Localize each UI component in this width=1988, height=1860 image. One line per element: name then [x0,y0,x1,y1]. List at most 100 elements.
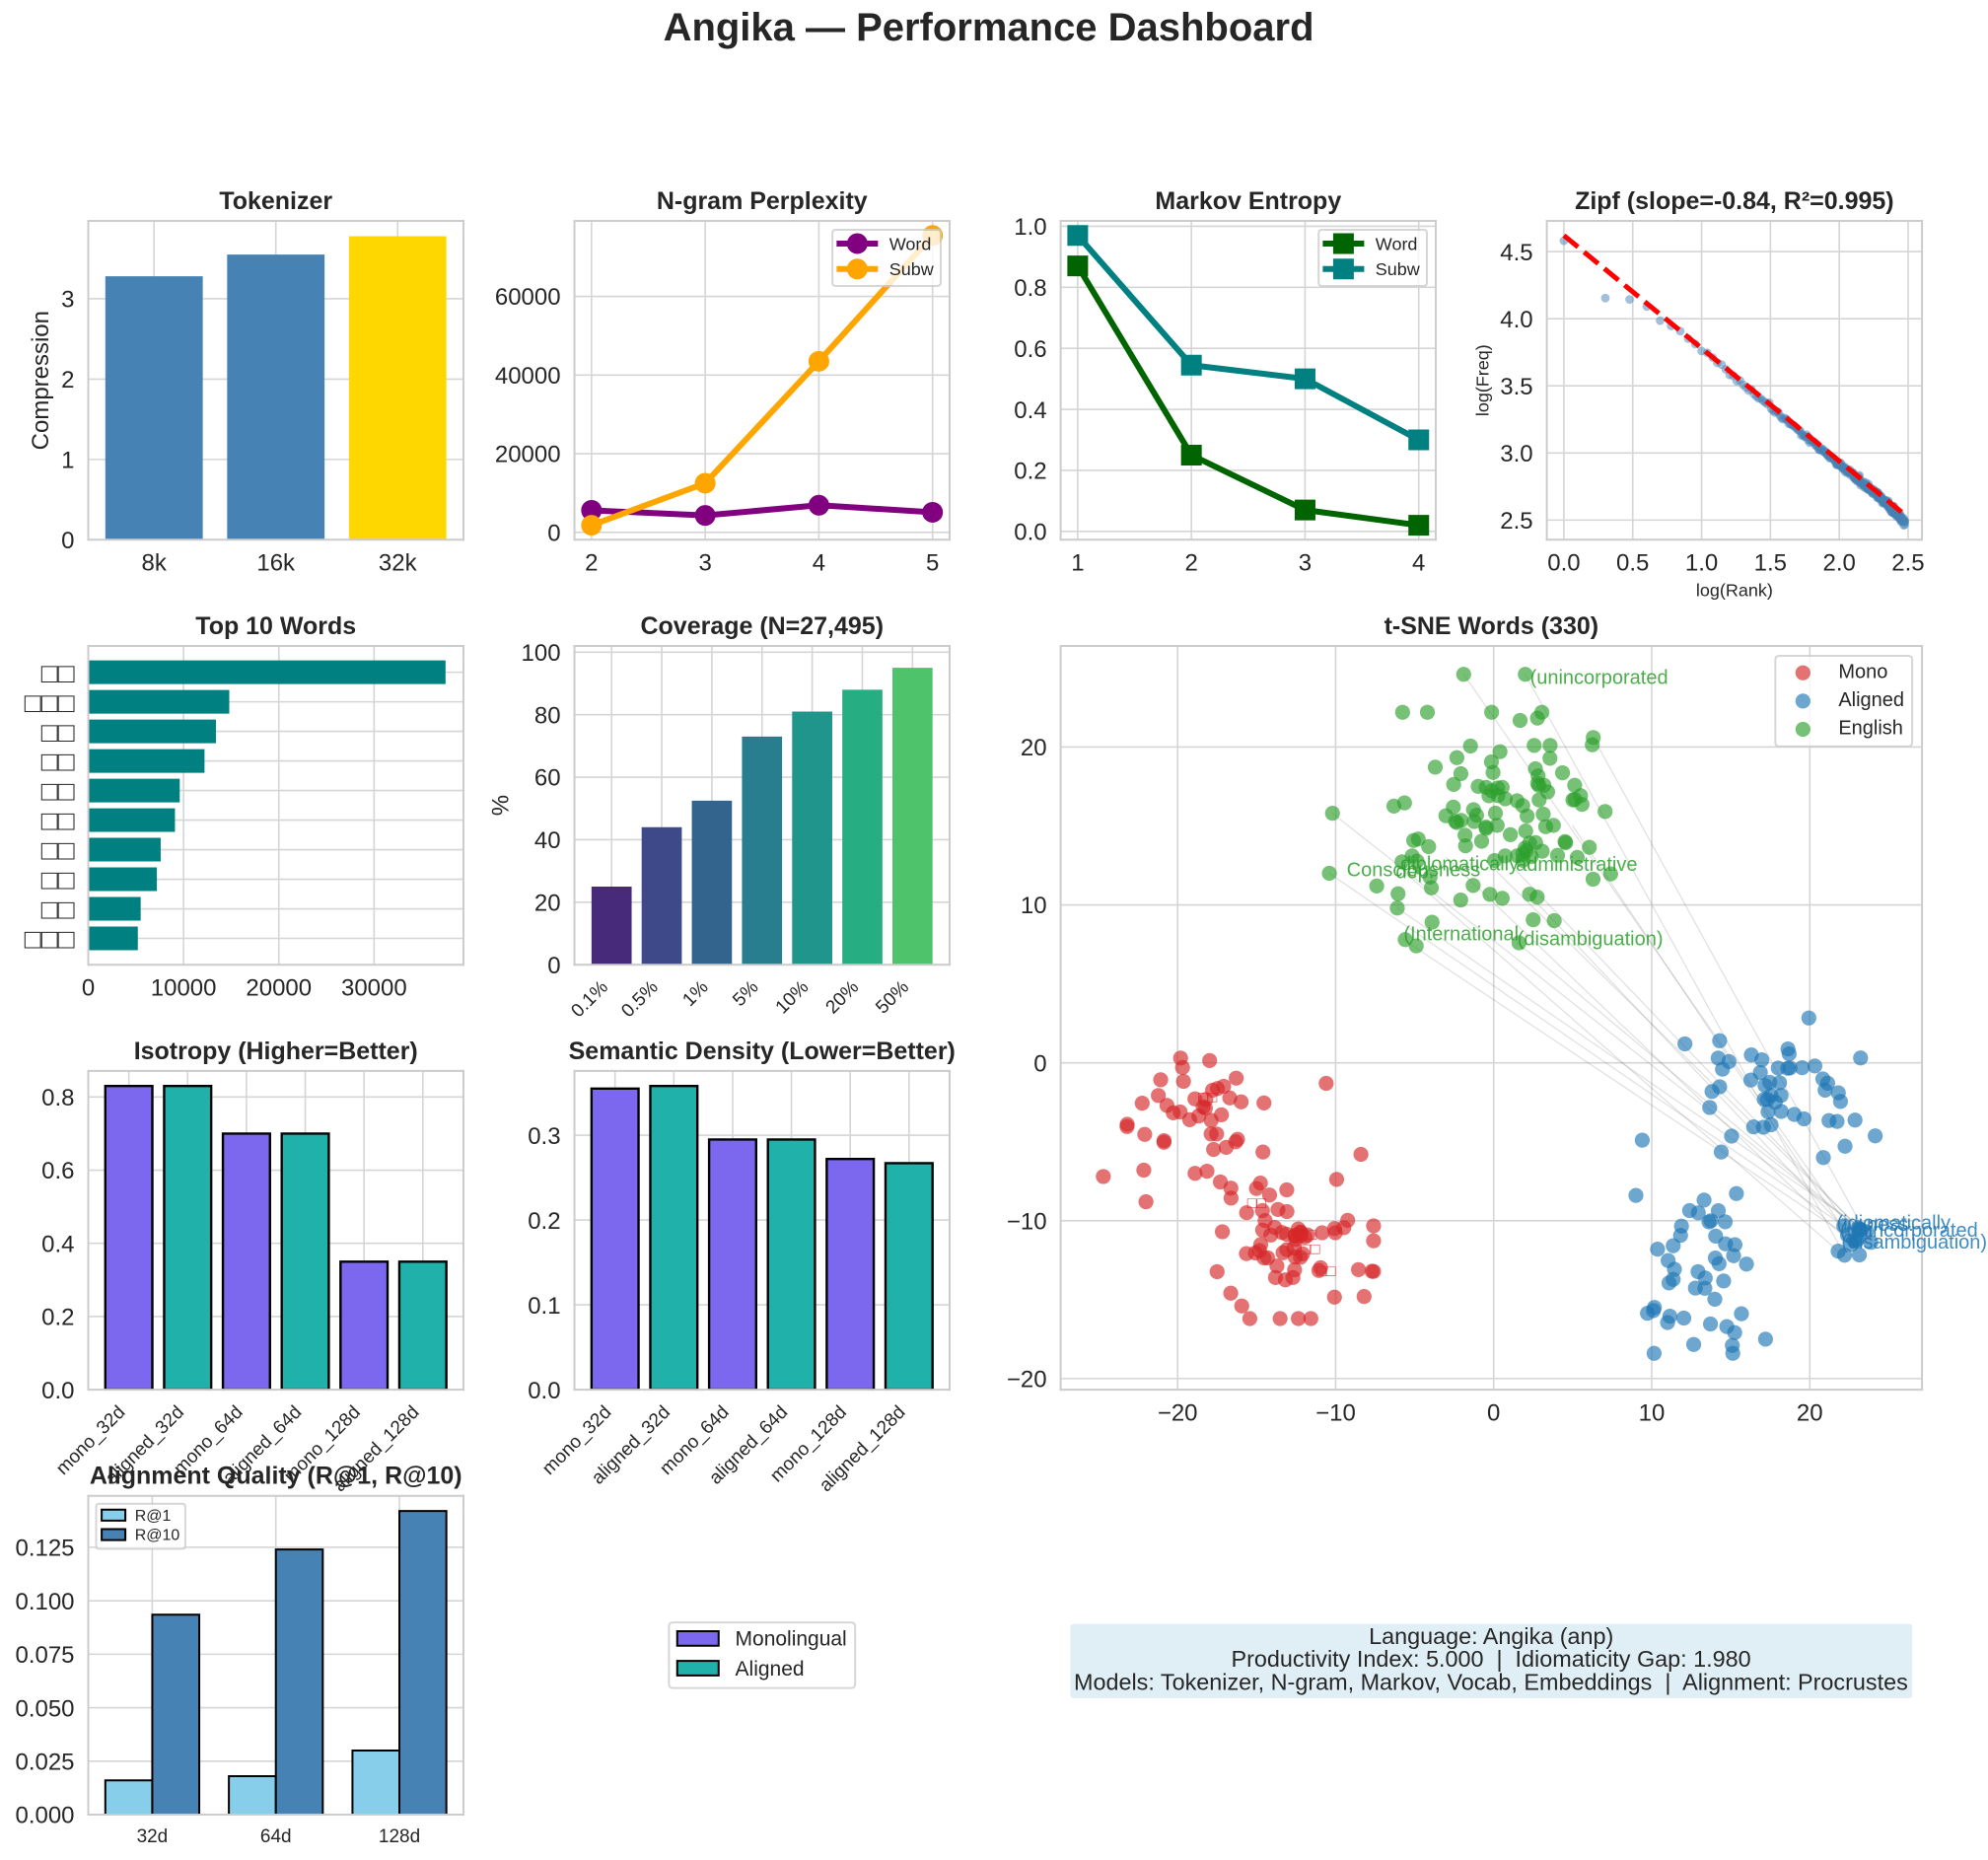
svg-text:Subw: Subw [1376,259,1421,279]
svg-text:□□: □□ [1298,1227,1317,1244]
svg-text:Models: Tokenizer, N-gram, Mar: Models: Tokenizer, N-gram, Markov, Vocab… [1074,1669,1908,1694]
svg-text:2: 2 [1184,550,1197,577]
svg-text:20000: 20000 [495,442,561,468]
svg-text:0.050: 0.050 [15,1695,74,1722]
svg-text:0.4: 0.4 [41,1231,74,1257]
svg-text:1.5: 1.5 [1754,550,1787,577]
svg-text:ness.: ness. [1867,1214,1914,1236]
svg-text:3: 3 [698,550,711,577]
svg-text:0.075: 0.075 [15,1642,74,1669]
svg-text:0.5: 0.5 [1616,550,1649,577]
svg-text:□□: □□ [1247,1195,1267,1212]
svg-text:60: 60 [534,765,561,792]
svg-text:Subw: Subw [889,259,935,279]
svg-text:0: 0 [82,975,95,1002]
svg-text:English: English [1838,718,1903,740]
svg-text:%: % [488,795,515,816]
svg-text:−20: −20 [1007,1367,1047,1394]
svg-text:Aligned: Aligned [1838,689,1904,711]
svg-text:20: 20 [534,891,561,917]
svg-text:0.6: 0.6 [1014,336,1046,363]
svg-text:Consciousness: Consciousness [1347,860,1481,882]
svg-text:Compression: Compression [28,311,54,450]
svg-text:128d: 128d [379,1826,420,1847]
svg-text:□□: □□ [41,776,75,807]
svg-text:20: 20 [1797,1399,1823,1426]
svg-text:□□: □□ [41,835,75,866]
svg-text:3.0: 3.0 [1500,441,1532,467]
svg-text:4: 4 [1412,550,1425,577]
svg-text:0.8: 0.8 [1014,275,1046,302]
svg-text:2.0: 2.0 [1822,550,1855,577]
svg-text:□□: □□ [41,747,75,777]
svg-text:□□: □□ [41,894,75,925]
svg-text:□□: □□ [1316,1263,1336,1280]
svg-text:1: 1 [61,448,74,474]
svg-text:□□□: □□□ [25,687,75,718]
svg-text:Tokenizer: Tokenizer [219,187,332,215]
svg-text:20000: 20000 [246,975,312,1002]
svg-text:Alignment Quality (R@1, R@10): Alignment Quality (R@1, R@10) [90,1463,462,1490]
svg-text:4: 4 [813,550,825,577]
svg-text:Language: Angika (anp): Language: Angika (anp) [1369,1623,1613,1649]
svg-text:□□: □□ [41,717,75,748]
svg-text:4.5: 4.5 [1500,240,1532,266]
svg-text:32d: 32d [137,1826,169,1847]
svg-text:N-gram Perplexity: N-gram Perplexity [657,187,868,215]
svg-text:1.0: 1.0 [1685,550,1718,577]
svg-text:Monolingual: Monolingual [736,1628,847,1651]
svg-text:0.0: 0.0 [528,1378,560,1404]
svg-text:0.0: 0.0 [41,1378,74,1404]
svg-text:(disambiguation): (disambiguation) [1518,928,1664,950]
svg-text:Aligned: Aligned [736,1658,805,1681]
svg-text:60000: 60000 [495,284,561,311]
svg-text:−20: −20 [1158,1399,1198,1426]
svg-text:0.6: 0.6 [41,1158,74,1184]
svg-text:2.5: 2.5 [1500,508,1532,535]
svg-text:Zipf (slope=-0.84, R²=0.995): Zipf (slope=-0.84, R²=0.995) [1575,187,1894,215]
svg-text:(unincorporated: (unincorporated [1840,1220,1978,1242]
svg-text:1: 1 [1071,550,1084,577]
svg-text:0.125: 0.125 [15,1536,74,1562]
svg-text:□□: □□ [1301,1241,1320,1257]
svg-text:log(Rank): log(Rank) [1696,581,1773,601]
svg-text:0.2: 0.2 [41,1305,74,1331]
svg-text:0.0: 0.0 [1547,550,1580,577]
svg-text:2: 2 [585,550,598,577]
svg-text:(International: (International [1403,924,1519,946]
svg-text:5: 5 [926,550,939,577]
svg-text:0.000: 0.000 [15,1803,74,1829]
svg-text:□□: □□ [41,865,75,895]
svg-text:dep.: dep. [1395,861,1434,883]
svg-text:8k: 8k [142,550,168,577]
svg-text:10: 10 [1639,1399,1666,1426]
svg-text:Word: Word [1376,234,1418,253]
svg-text:40000: 40000 [495,363,561,390]
svg-text:10: 10 [1021,893,1047,919]
svg-text:3: 3 [1299,550,1312,577]
svg-text:100: 100 [522,640,561,667]
svg-text:log(Freq): log(Freq) [1473,344,1493,416]
svg-text:2: 2 [61,367,74,393]
svg-text:2.5: 2.5 [1891,550,1924,577]
svg-text:diplomatically: diplomatically [1400,853,1519,875]
svg-text:0.100: 0.100 [15,1589,74,1615]
svg-text:20: 20 [1021,735,1047,761]
svg-text:3.5: 3.5 [1500,374,1532,400]
svg-text:Word: Word [889,234,932,253]
svg-text:□□□: □□□ [25,924,75,955]
svg-text:0: 0 [547,520,560,546]
svg-text:3: 3 [61,287,74,314]
svg-text:40: 40 [534,827,561,854]
svg-text:R@10: R@10 [135,1528,180,1544]
svg-text:0.8: 0.8 [41,1085,74,1111]
svg-text:0.2: 0.2 [528,1208,560,1235]
svg-text:0.4: 0.4 [1014,397,1046,424]
svg-text:0: 0 [1487,1399,1500,1426]
svg-text:0.3: 0.3 [528,1123,560,1150]
svg-text:30000: 30000 [341,975,407,1002]
svg-text:16k: 16k [256,550,296,577]
svg-text:Angika — Performance Dashboard: Angika — Performance Dashboard [664,6,1314,49]
svg-text:Productivity Index: 5.000 |: Productivity Index: 5.000 | Idiomaticity… [1232,1646,1751,1672]
svg-text:0: 0 [1033,1050,1046,1077]
